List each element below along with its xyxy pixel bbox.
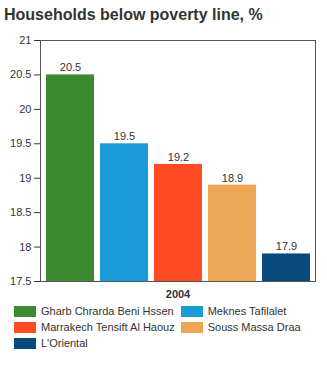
svg-text:20: 20 xyxy=(19,103,31,115)
svg-text:19.5: 19.5 xyxy=(114,130,135,142)
svg-text:17.5: 17.5 xyxy=(10,275,31,287)
svg-text:19: 19 xyxy=(19,172,31,184)
svg-text:18.9: 18.9 xyxy=(222,172,243,184)
svg-text:18: 18 xyxy=(19,241,31,253)
svg-text:17.9: 17.9 xyxy=(276,240,297,252)
svg-text:18.5: 18.5 xyxy=(10,206,31,218)
html-text:Marrakech Tensift Al Haouz: Marrakech Tensift Al Haouz xyxy=(41,321,175,333)
svg-text:20.5: 20.5 xyxy=(60,61,81,73)
svg-text:19.5: 19.5 xyxy=(10,137,31,149)
svg-text:20.5: 20.5 xyxy=(10,68,31,80)
svg-text:19.2: 19.2 xyxy=(168,151,189,163)
html-text:Meknes Tafilalet: Meknes Tafilalet xyxy=(207,305,287,317)
html-text:L'Oriental: L'Oriental xyxy=(41,337,88,349)
svg-text:21: 21 xyxy=(19,34,31,46)
html-text:Gharb Chrarda Beni Hssen: Gharb Chrarda Beni Hssen xyxy=(41,305,174,317)
svg-text:2004: 2004 xyxy=(166,288,191,300)
html-text:Households below poverty line,: Households below poverty line, % xyxy=(4,6,263,23)
html-text:Souss Massa Draa: Souss Massa Draa xyxy=(207,321,301,333)
